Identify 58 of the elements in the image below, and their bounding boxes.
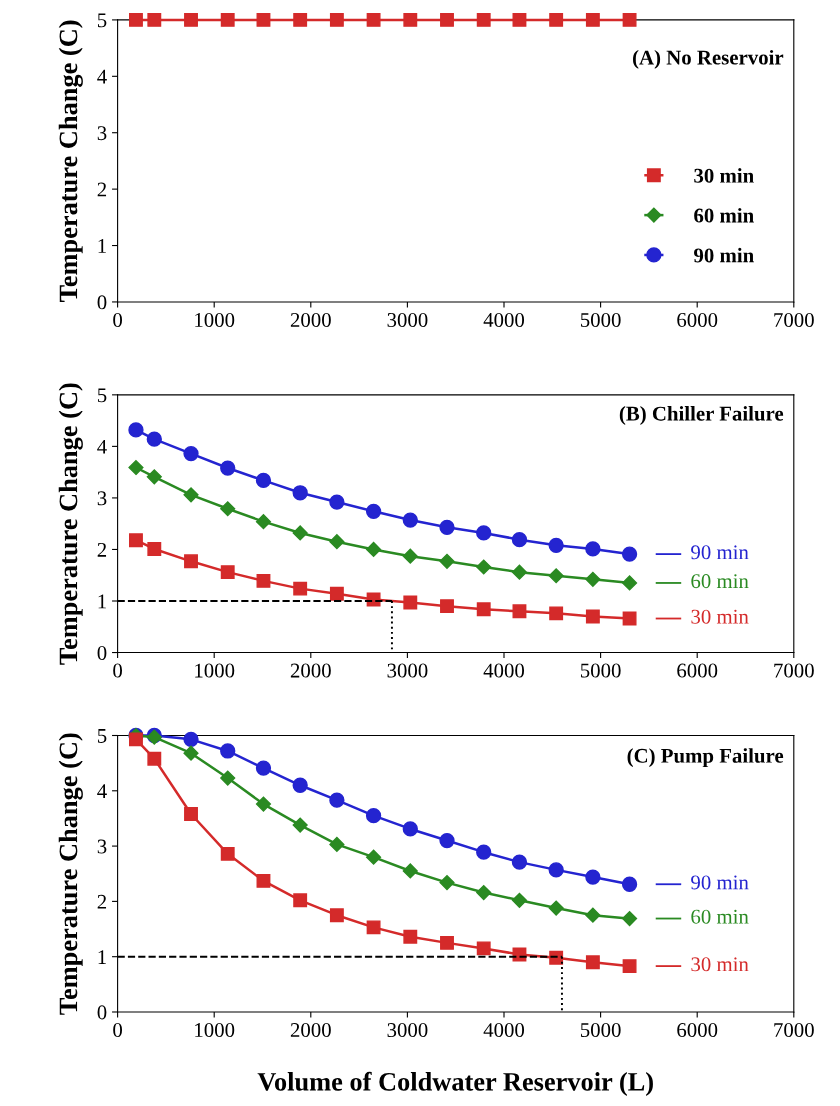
x-tick-label: 5000	[580, 663, 621, 678]
y-tick-label: 2	[97, 894, 107, 909]
text: (C) Pump Failure	[627, 748, 784, 768]
x-tick-label: 4000	[483, 1023, 525, 1038]
y-tick-label: 3	[97, 126, 107, 141]
x-tick-label: 0	[113, 1023, 123, 1038]
legend-label: 60 min	[691, 909, 749, 924]
text: (A) No Reservoir	[633, 49, 784, 69]
x-tick-label: 5000	[580, 1023, 621, 1038]
y-tick-label: 4	[97, 784, 107, 799]
y-tick-label: 1	[98, 239, 106, 253]
y-tick-label: 1	[98, 594, 106, 609]
y-tick-label: 5	[97, 729, 107, 743]
y-tick-label: 3	[97, 839, 107, 854]
x-tick-label: 4000	[483, 663, 525, 678]
y-tick-label: 0	[97, 295, 107, 310]
y-tick-label: 1	[98, 950, 106, 964]
legend-label: 30 min	[694, 168, 754, 183]
x-tick-label: 7000	[774, 663, 814, 678]
x-tick-label: 0	[113, 312, 123, 328]
x-tick-label: 4000	[483, 312, 525, 328]
y-tick-label: 0	[97, 1005, 107, 1020]
chart-title: (B) Chiller Failure	[619, 406, 784, 425]
x-tick-label: 3000	[387, 1023, 428, 1038]
y-axis-title: Temperature Change (C)	[58, 20, 83, 302]
x-tick-label: 2000	[290, 663, 331, 678]
x-tick-label: 1000	[195, 312, 235, 328]
x-tick-label: 3000	[387, 312, 428, 328]
x-tick-label: 7000	[774, 1023, 814, 1038]
y-tick-label: 3	[97, 491, 107, 506]
x-tick-label: 6000	[677, 663, 718, 678]
x-tick-label: 1000	[195, 1023, 235, 1038]
x-tick-label: 2000	[290, 1023, 331, 1038]
legend-label: 30 min	[691, 609, 749, 624]
y-axis-title: Temperature Change (C)	[58, 733, 83, 1015]
x-tick-label: 7000	[774, 312, 814, 328]
x-tick-label: 6000	[677, 1023, 718, 1038]
legend-label: 60 min	[694, 207, 754, 223]
x-tick-label: 2000	[290, 312, 331, 328]
legend-label: 90 min	[694, 247, 754, 263]
y-tick-label: 0	[97, 645, 107, 660]
y-tick-label: 4	[97, 69, 107, 84]
y-tick-label: 5	[97, 388, 107, 403]
legend-label: 30 min	[691, 957, 749, 972]
y-tick-label: 2	[97, 542, 107, 557]
y-tick-label: 2	[97, 182, 107, 197]
legend-label: 60 min	[691, 574, 749, 589]
x-tick-label: 5000	[580, 312, 621, 328]
x-tick-label: 3000	[387, 663, 428, 678]
x-tick-label: 6000	[677, 312, 718, 328]
y-tick-label: 5	[97, 13, 107, 28]
x-tick-label: 1000	[195, 663, 235, 678]
legend-label: 90 min	[691, 545, 749, 560]
x-axis-title: Volume of Coldwater Reservoir (L)	[257, 1071, 653, 1097]
x-tick-label: 0	[113, 663, 123, 678]
y-axis-title: Temperature Change (C)	[58, 383, 83, 665]
legend-label: 90 min	[691, 875, 749, 890]
y-tick-label: 4	[97, 439, 107, 454]
